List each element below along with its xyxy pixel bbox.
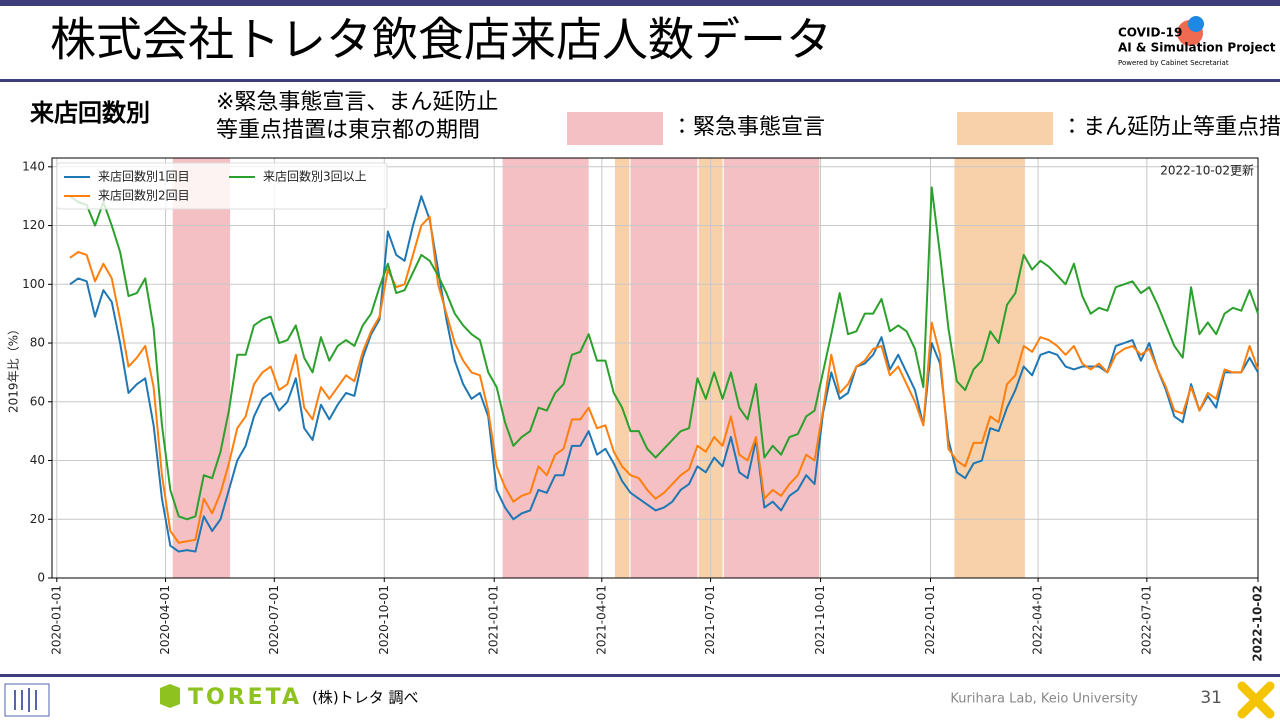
span-key-swatch [567,112,663,145]
y-tick-label: 120 [22,218,45,232]
series-line [69,186,1259,521]
page-number: 31 [1200,688,1222,708]
title-rule [0,79,1280,82]
series-line [69,195,1259,553]
x-tick-label: 2020-04-01 [158,585,172,655]
x-tick-label: 2021-01-01 [487,585,501,655]
logo-dot [1188,16,1204,32]
corner-logo [1237,681,1275,719]
x-tick-label: 2022-10-02 [1251,585,1265,662]
credit: Kurihara Lab, Keio University [950,692,1138,707]
y-tick-label: 0 [37,571,45,585]
x-tick-label: 2021-10-01 [813,585,827,655]
legend-box [56,162,388,210]
logo-text: Powered by Cabinet Secretariat [1118,59,1229,67]
annotation: 2022-10-02更新 [1160,164,1254,178]
note: ※緊急事態宣言、まん延防止 [216,90,498,115]
span-key-label: ：まん延防止等重点措置 [1061,115,1280,140]
slide-title: 株式会社トレタ飲食店来店人数データ [50,13,832,67]
y-tick-label: 80 [30,336,45,350]
legend-label: 来店回数別3回以上 [263,169,367,184]
x-tick-label: 2020-01-01 [49,585,63,655]
lab-logo [4,683,50,717]
logo-text: COVID-19 [1118,26,1182,40]
y-tick-label: 60 [30,394,45,408]
x-tick-label: 2022-07-01 [1139,585,1153,655]
plot: 0 20 40 60 80 100 120 140 2020-01-01 2020-04-01 20… [7,157,1265,662]
period-span [614,158,630,578]
logo-text: AI & Simulation Project [1118,41,1276,55]
span-key-swatch [957,112,1053,145]
top-bar [0,0,1280,6]
legend-label: 来店回数別1回目 [98,169,190,184]
x-tick-label: 2021-04-01 [594,585,608,655]
period-span [630,158,698,578]
x-tick-label: 2020-10-01 [377,585,391,655]
period-span [723,158,820,578]
span-key-label: ：緊急事態宣言 [671,115,825,140]
series-line [69,215,1259,544]
brand-icon [160,684,180,708]
source: (株)トレタ 調べ [312,689,418,707]
span-key: ：緊急事態宣言 ：まん延防止等重点措置 [567,112,1280,145]
y-tick-label: 140 [22,159,45,173]
footer-rule [0,674,1280,677]
lab-logo [14,688,37,712]
y-tick-label: 100 [22,277,45,291]
y-tick-label: 20 [30,512,45,526]
subtitle: 来店回数別 [30,99,150,127]
note: 等重点措置は東京都の期間 [216,118,480,143]
x-tick-label: 2021-07-01 [703,585,717,655]
y-tick-label: 40 [30,453,45,467]
legend-label: 来店回数別2回目 [98,188,190,203]
y-axis-label: 2019年比（%） [7,323,21,413]
period-span [502,158,589,578]
x-tick-label: 2022-01-01 [923,585,937,655]
period-span [954,158,1025,578]
brand: TORETA [188,685,302,710]
x-tick-label: 2020-07-01 [267,585,281,655]
x-tick-label: 2022-04-01 [1031,585,1045,655]
